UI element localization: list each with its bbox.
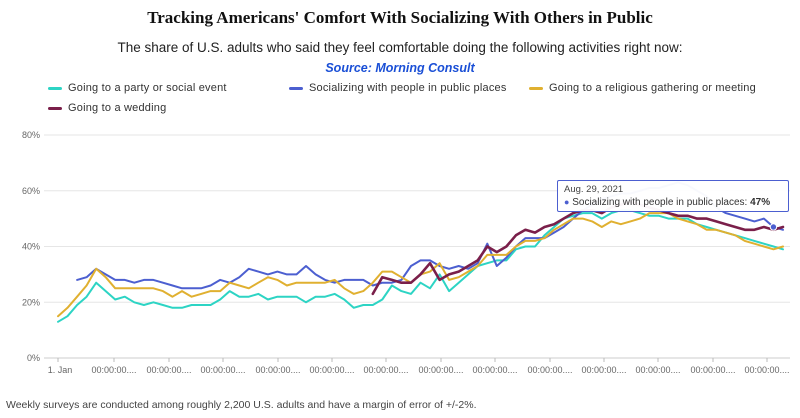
legend-label-party: Going to a party or social event [68, 82, 227, 94]
legend-label-public-places: Socializing with people in public places [309, 82, 507, 94]
legend-swatch-religious [529, 86, 543, 90]
chart-title: Tracking Americans' Comfort With Sociali… [147, 8, 653, 27]
tooltip-date: Aug. 29, 2021 [564, 184, 624, 195]
legend-item-party[interactable]: Going to a party or social event [48, 82, 227, 94]
x-tick-label: 00:00:00.... [418, 365, 463, 375]
tooltip-value: 47% [750, 197, 771, 208]
legend-item-public-places[interactable]: Socializing with people in public places [289, 82, 507, 94]
series-line-3 [57, 212, 784, 318]
legend-item-religious[interactable]: Going to a religious gathering or meetin… [529, 82, 756, 94]
hover-point-2 [769, 223, 778, 231]
x-tick-label: 00:00:00.... [744, 365, 789, 375]
legend-item-wedding[interactable]: Going to a wedding [48, 102, 166, 114]
x-tick-label: 00:00:00.... [91, 365, 136, 375]
x-tick-label: 00:00:00.... [363, 365, 408, 375]
axis-layer: 0% 20% 40% 60% 80% 1. Jan 00:00:00.... 00:00:00… [22, 130, 790, 375]
x-tick-label: 00:00:00.... [635, 365, 680, 375]
x-tick-label: 00:00:00.... [581, 365, 626, 375]
hover-tooltip: Aug. 29, 2021 ● Socializing with people … [557, 180, 789, 212]
legend-swatch-party [48, 86, 62, 90]
y-tick-label: 60% [22, 186, 40, 196]
tooltip-dot-icon: ● [564, 197, 570, 207]
marker-layer [769, 223, 778, 231]
legend-label-wedding: Going to a wedding [68, 102, 167, 114]
chart-source: Source: Morning Consult [325, 61, 475, 75]
tooltip-label: Socializing with people in public places… [572, 197, 751, 208]
legend-label-religious: Going to a religious gathering or meetin… [549, 82, 756, 94]
legend-swatch-wedding [48, 106, 62, 110]
x-tick-label: 00:00:00.... [690, 365, 735, 375]
legend-swatch-public-places [289, 86, 303, 90]
chart-subtitle: The share of U.S. adults who said they f… [117, 40, 683, 55]
chart-legend: Going to a party or social event Sociali… [0, 0, 800, 120]
grid-layer [44, 134, 790, 303]
y-tick-label: 20% [22, 297, 40, 307]
series-line-1 [57, 209, 784, 323]
x-tick-label: 00:00:00.... [146, 365, 191, 375]
x-tick-label: 00:00:00.... [472, 365, 517, 375]
x-tick-label: 00:00:00.... [255, 365, 300, 375]
y-tick-label: 80% [22, 130, 40, 140]
y-tick-label: 0% [27, 353, 40, 363]
chart-footnote: Weekly surveys are conducted among rough… [6, 399, 477, 411]
y-tick-label: 40% [22, 242, 40, 252]
x-tick-label: 00:00:00.... [309, 365, 354, 375]
x-tick-label: 00:00:00.... [200, 365, 245, 375]
x-tick-label: 00:00:00.... [527, 365, 572, 375]
x-tick-label: 1. Jan [48, 365, 73, 375]
